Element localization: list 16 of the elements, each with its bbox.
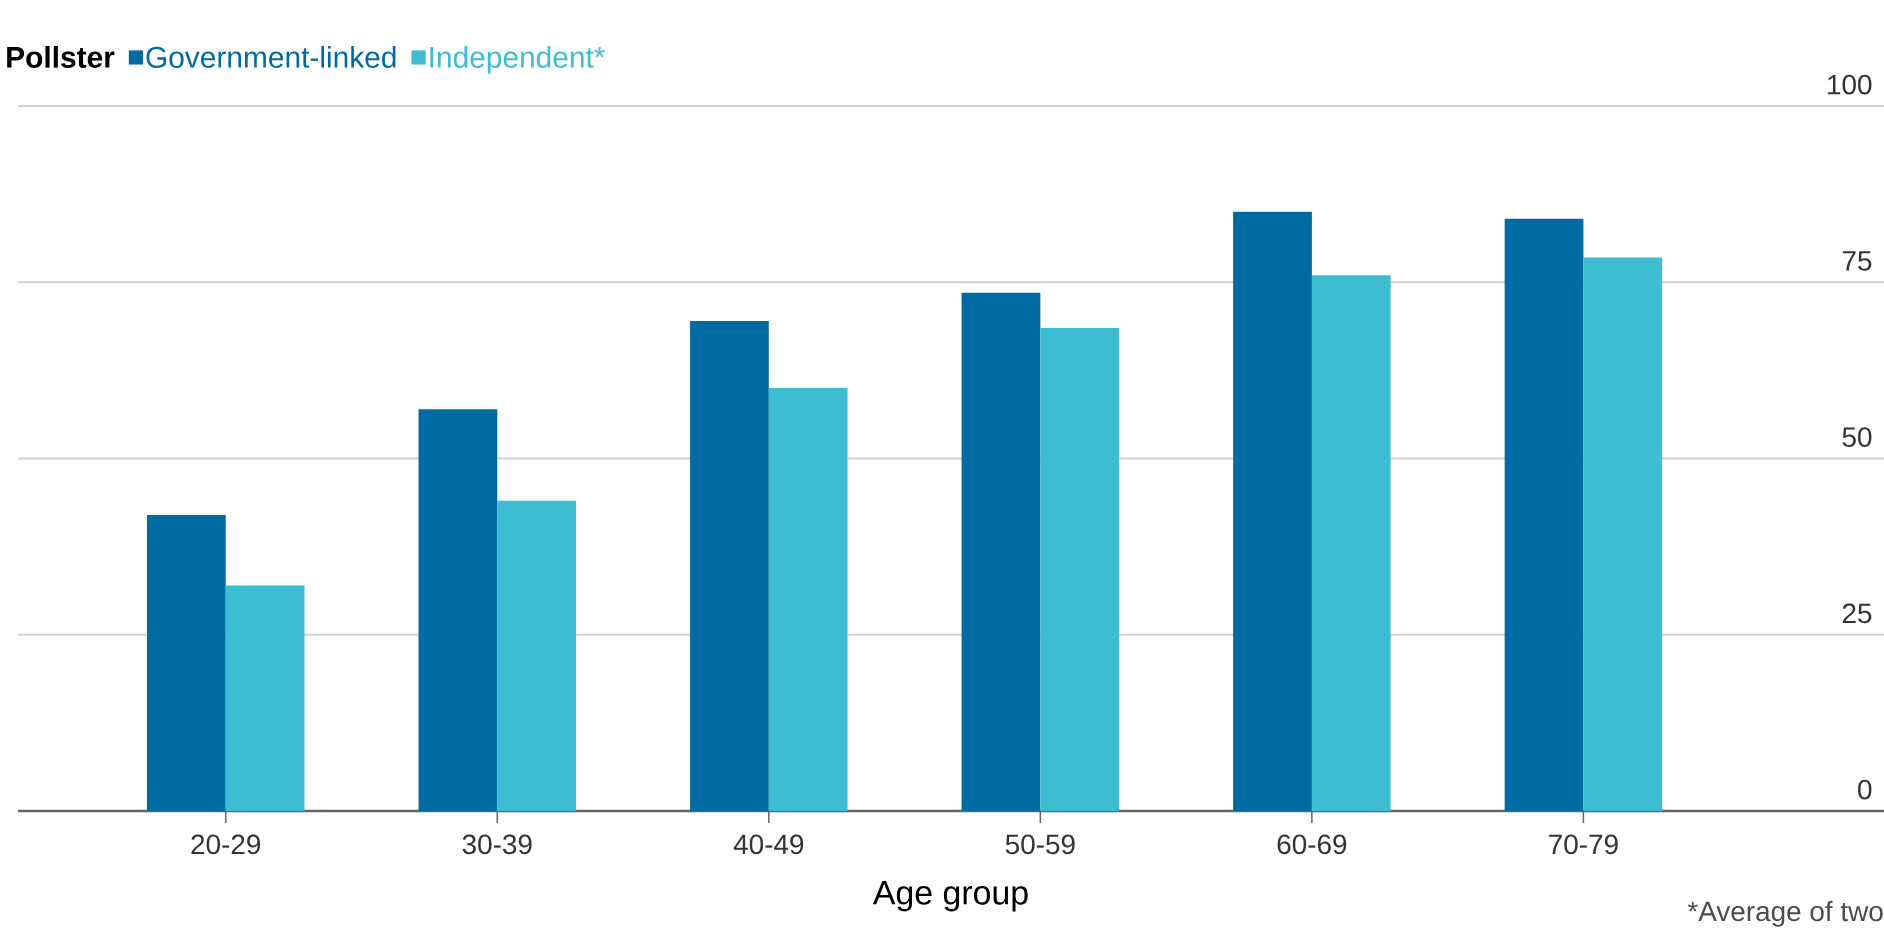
legend-label: Government-linked: [146, 45, 396, 68]
y-tick-label: 75: [1842, 251, 1872, 271]
y-tick-label: 25: [1842, 603, 1872, 624]
x-tick-label: 20-29: [191, 834, 261, 855]
x-tick-label: 50-59: [1005, 834, 1075, 855]
text: *Average of two: [1687, 900, 1883, 927]
legend-label: Independent*: [430, 45, 605, 74]
y-tick-label: 100: [1828, 74, 1872, 95]
y-tick-label: 0: [1858, 779, 1872, 800]
x-tick-label: 70-79: [1549, 834, 1618, 855]
x-tick-label: 40-49: [733, 834, 804, 855]
legend-title: Pollster: [7, 45, 115, 68]
x-tick-label: 30-39: [462, 834, 532, 855]
y-tick-label: 50: [1842, 427, 1872, 447]
x-axis-title: Age group: [872, 881, 1028, 912]
x-tick-label: 60-69: [1277, 834, 1347, 855]
